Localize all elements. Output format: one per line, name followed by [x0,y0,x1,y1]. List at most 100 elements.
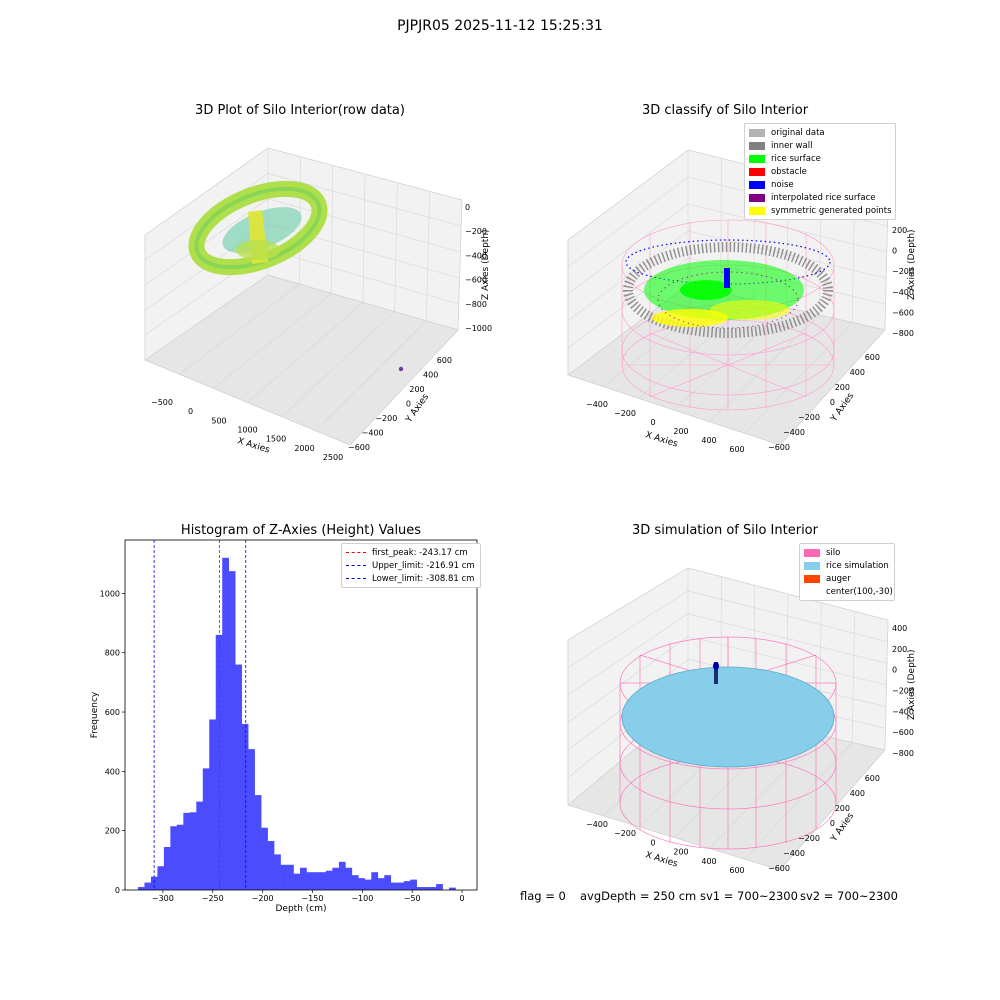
plot3-y-tick-label: 1000 [100,589,120,598]
plot4-z-tick-label: −600 [892,728,914,737]
histogram-bar [215,634,223,890]
plot4-y-tick-label: 600 [865,774,880,783]
legend-item: noise [771,179,794,190]
figure-title: PJPJR05 2025-11-12 15:25:31 [397,18,603,34]
plot1-x-tick-label: 1500 [266,435,286,444]
plot3-y-tick-label: 400 [105,767,120,776]
histogram-bar [358,878,366,890]
plot4-z-tick-label: 0 [892,666,897,675]
plot4-y-tick-label: −200 [798,834,820,843]
plot4-x-tick-label: 200 [673,848,688,857]
legend-item: original data [771,127,825,138]
histogram-bar [371,872,379,890]
plot2-y-tick-label: 600 [865,353,880,362]
plot2-y-tick-label: −200 [798,413,820,422]
histogram-bar [306,872,314,890]
histogram-bar [345,867,353,890]
plot4-x-tick-label: −200 [614,829,636,838]
histogram-bar [235,664,242,890]
histogram-bar [436,884,443,890]
plot2-z-tick-label: −400 [892,288,914,297]
histogram-bar [248,749,255,890]
histogram-bar [300,867,307,890]
plot2-z-tick-label: −800 [892,329,914,338]
plot2-x-tick-label: −400 [586,400,608,409]
plot1-y-tick-label: −600 [348,443,370,452]
plot3-y-tick-label: 600 [105,708,120,717]
plot2-y-tick-label: 400 [850,368,865,377]
plot4-zlabel: Z Axies (Depth) [907,649,917,720]
plot2-y-tick-label: −600 [768,443,790,452]
histogram-bar [157,866,165,890]
legend-item: inner wall [771,140,813,151]
histogram-reference-lines [153,540,247,890]
plot1-y-tick-label: 0 [406,400,411,409]
plot1-z-tick-label: −600 [465,276,487,285]
legend-item: interpolated rice surface [771,192,876,203]
interpolated-swatch [749,193,765,202]
plot4-x-tick-label: 0 [650,838,655,847]
histogram-bar [325,870,333,890]
plot3-x-tick-label: −50 [404,894,421,903]
plot2-zlabel: Z Axies (Depth) [907,229,917,300]
plot2-z-tick-label: 200 [892,226,907,235]
histogram-bar [280,864,288,890]
plot1-x-tick-label: 0 [188,407,193,416]
plot1-x-tick-label: 1000 [237,426,257,435]
upper-limit-line-swatch [346,565,366,566]
rice-surface-swatch [749,154,765,163]
plot3-x-tick-label: −250 [202,894,224,903]
plot1-y-tick-label: 600 [437,356,452,365]
histogram-bar [202,768,210,890]
lower-limit-line-swatch [346,578,366,579]
plot4-legend: silo rice simulation auger center(100,-3… [799,543,895,601]
legend-item: symmetric generated points [771,205,892,216]
legend-item: obstacle [771,166,807,177]
plot4-y-tick-label: 0 [830,819,835,828]
histogram-bar [293,873,301,890]
plot4-x-tick-label: 600 [729,866,744,875]
plot4-z-tick-label: 400 [892,624,907,633]
plot2-x-tick-label: 200 [673,427,688,436]
legend-item: Lower_limit: -308.81 cm [372,573,475,584]
plot3-ylabel: Frequency [90,691,100,738]
plot4-z-tick-label: −200 [892,687,914,696]
histogram-bar [209,719,217,890]
inner-wall-swatch [749,141,765,150]
histogram-bars [137,557,456,890]
plot3-legend: first_peak: -243.17 cm Upper_limit: -216… [341,543,481,588]
plot1-y-tick-label: 400 [423,371,438,380]
histogram-bar [170,826,178,890]
histogram-bar [261,827,268,890]
status-sv2: sv2 = 700~2300 [800,889,898,903]
histogram-bar [189,812,197,890]
plot2-y-tick-label: 0 [830,398,835,407]
plot1-y-tick-label: 200 [409,385,424,394]
plot4-y-tick-label: 200 [835,804,850,813]
plot2-x-tick-label: 0 [650,418,655,427]
plot4-z-tick-label: 200 [892,645,907,654]
plot1-title: 3D Plot of Silo Interior(row data) [195,103,405,118]
auger-marker [713,662,719,684]
plot4-y-tick-label: −400 [783,849,805,858]
plot3-x-tick-label: 0 [459,894,464,903]
plot3-x-tick-label: −100 [351,894,373,903]
histogram-bar [228,571,236,890]
histogram-bar [390,882,398,890]
plot1-x-tick-label: −500 [151,398,173,407]
legend-item: silo [826,547,841,558]
plot2-point-cloud [623,239,833,338]
plot1-x-tick-label: 2500 [323,453,343,462]
plot1-x-tick-label: 500 [211,416,226,425]
plot2-ylabel: Y Axies [829,391,857,424]
status-flag: flag = 0 [520,889,566,903]
plot4-x-tick-label: 400 [701,857,716,866]
symmetric-swatch [749,206,765,215]
histogram-bar [241,723,249,890]
status-sv1: sv1 = 700~2300 [700,889,798,903]
plot4-title: 3D simulation of Silo Interior [632,523,818,538]
plot2-x-tick-label: −200 [614,409,636,418]
histogram-bar [176,824,184,890]
plot2-x-tick-label: 400 [701,436,716,445]
